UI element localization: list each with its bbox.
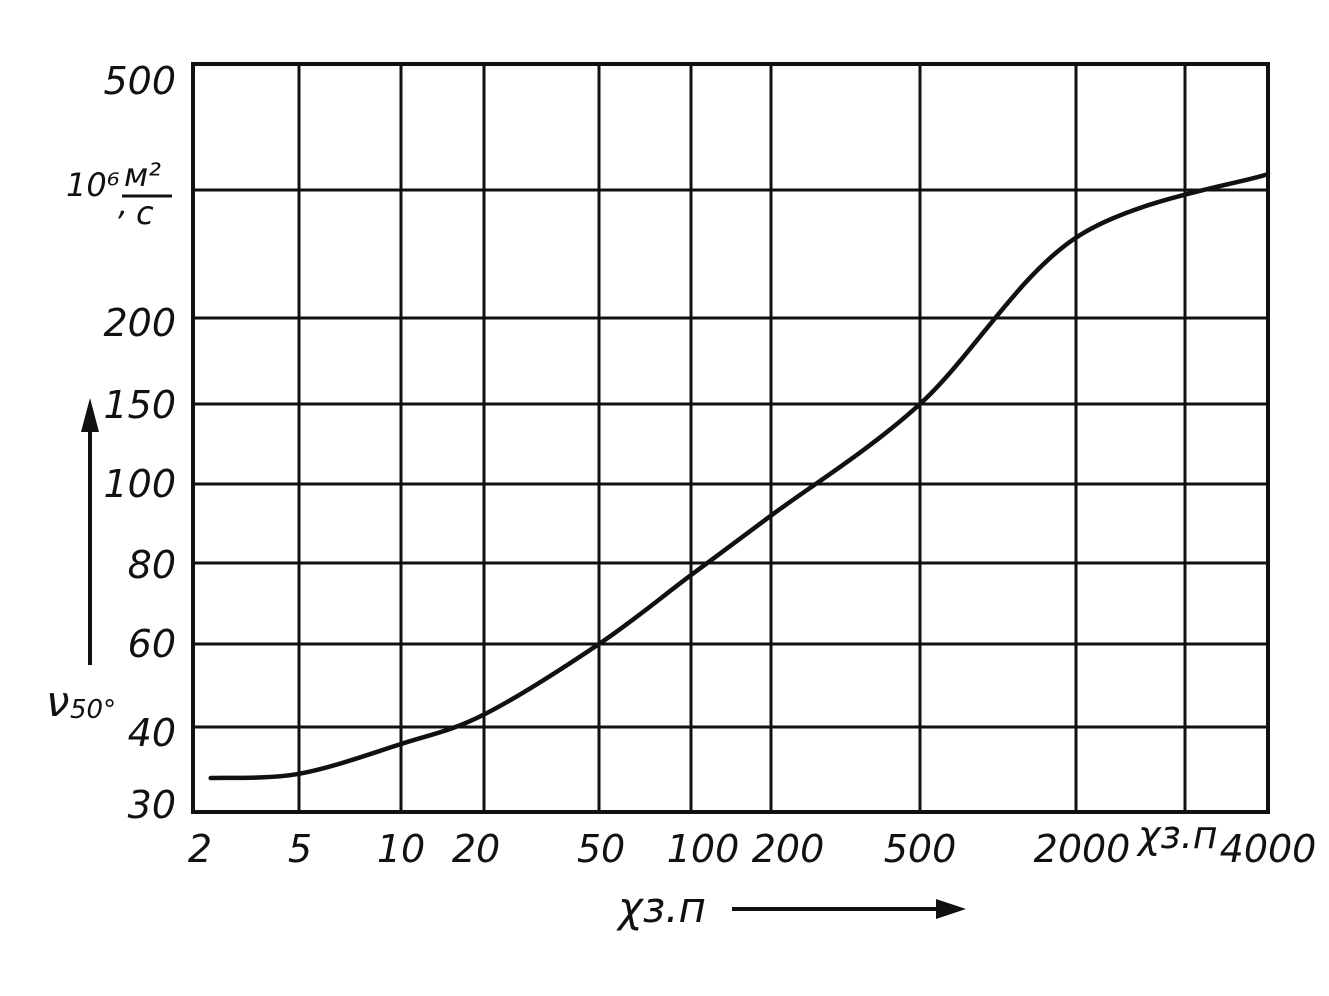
y-tick-label: 80	[128, 543, 176, 587]
y-axis-subscript: 50°	[70, 695, 116, 725]
y-tick-label: 60	[128, 622, 176, 666]
x-tick-label: 5	[288, 827, 312, 871]
x-tick-label: 20	[452, 827, 500, 871]
x-tick-label: 2	[188, 827, 212, 871]
x-tick-label: 10	[377, 827, 425, 871]
y-axis-arrow-icon	[81, 398, 99, 665]
horizontal-gridlines	[193, 188, 1268, 729]
x-tick-label: 2000	[1034, 827, 1131, 871]
x-tick-label: 4000	[1220, 827, 1317, 871]
y-tick-label: 150	[103, 383, 176, 427]
y-tick-label: 30	[128, 783, 176, 827]
y-unit-denominator: с	[136, 194, 154, 232]
series-layer	[208, 171, 1271, 781]
x-axis-inline-symbol: χз.п	[1136, 813, 1218, 857]
y-tick-label: 200	[103, 301, 176, 345]
series-line	[208, 171, 1271, 781]
x-tick-label: 200	[752, 827, 825, 871]
y-tick-label: 100	[103, 462, 176, 506]
x-axis-label: χз.п	[616, 883, 706, 932]
y-unit-numerator: м²	[124, 156, 161, 194]
x-tick-label: 100	[667, 827, 740, 871]
x-tick-label: 50	[577, 827, 625, 871]
x-tick-label: 500	[884, 827, 957, 871]
x-tick-labels: 2 5 10 20 50 100 200 500 2000 4000	[188, 827, 1316, 871]
x-axis-arrow-icon	[732, 899, 966, 919]
y-tick-label: 40	[128, 711, 176, 755]
y-axis-symbol: ν	[46, 677, 69, 726]
y-tick-labels: 30 40 60 80 100 150 200 500	[103, 59, 176, 827]
x-axis-inline-label: χз.п	[1136, 813, 1218, 857]
y-tick-label: 500	[103, 59, 176, 103]
vertical-gridlines	[297, 64, 1187, 812]
plot-frame	[191, 62, 1270, 814]
y-unit-prefix: 10⁶	[66, 166, 120, 204]
y-unit-comma: ,	[118, 185, 128, 223]
